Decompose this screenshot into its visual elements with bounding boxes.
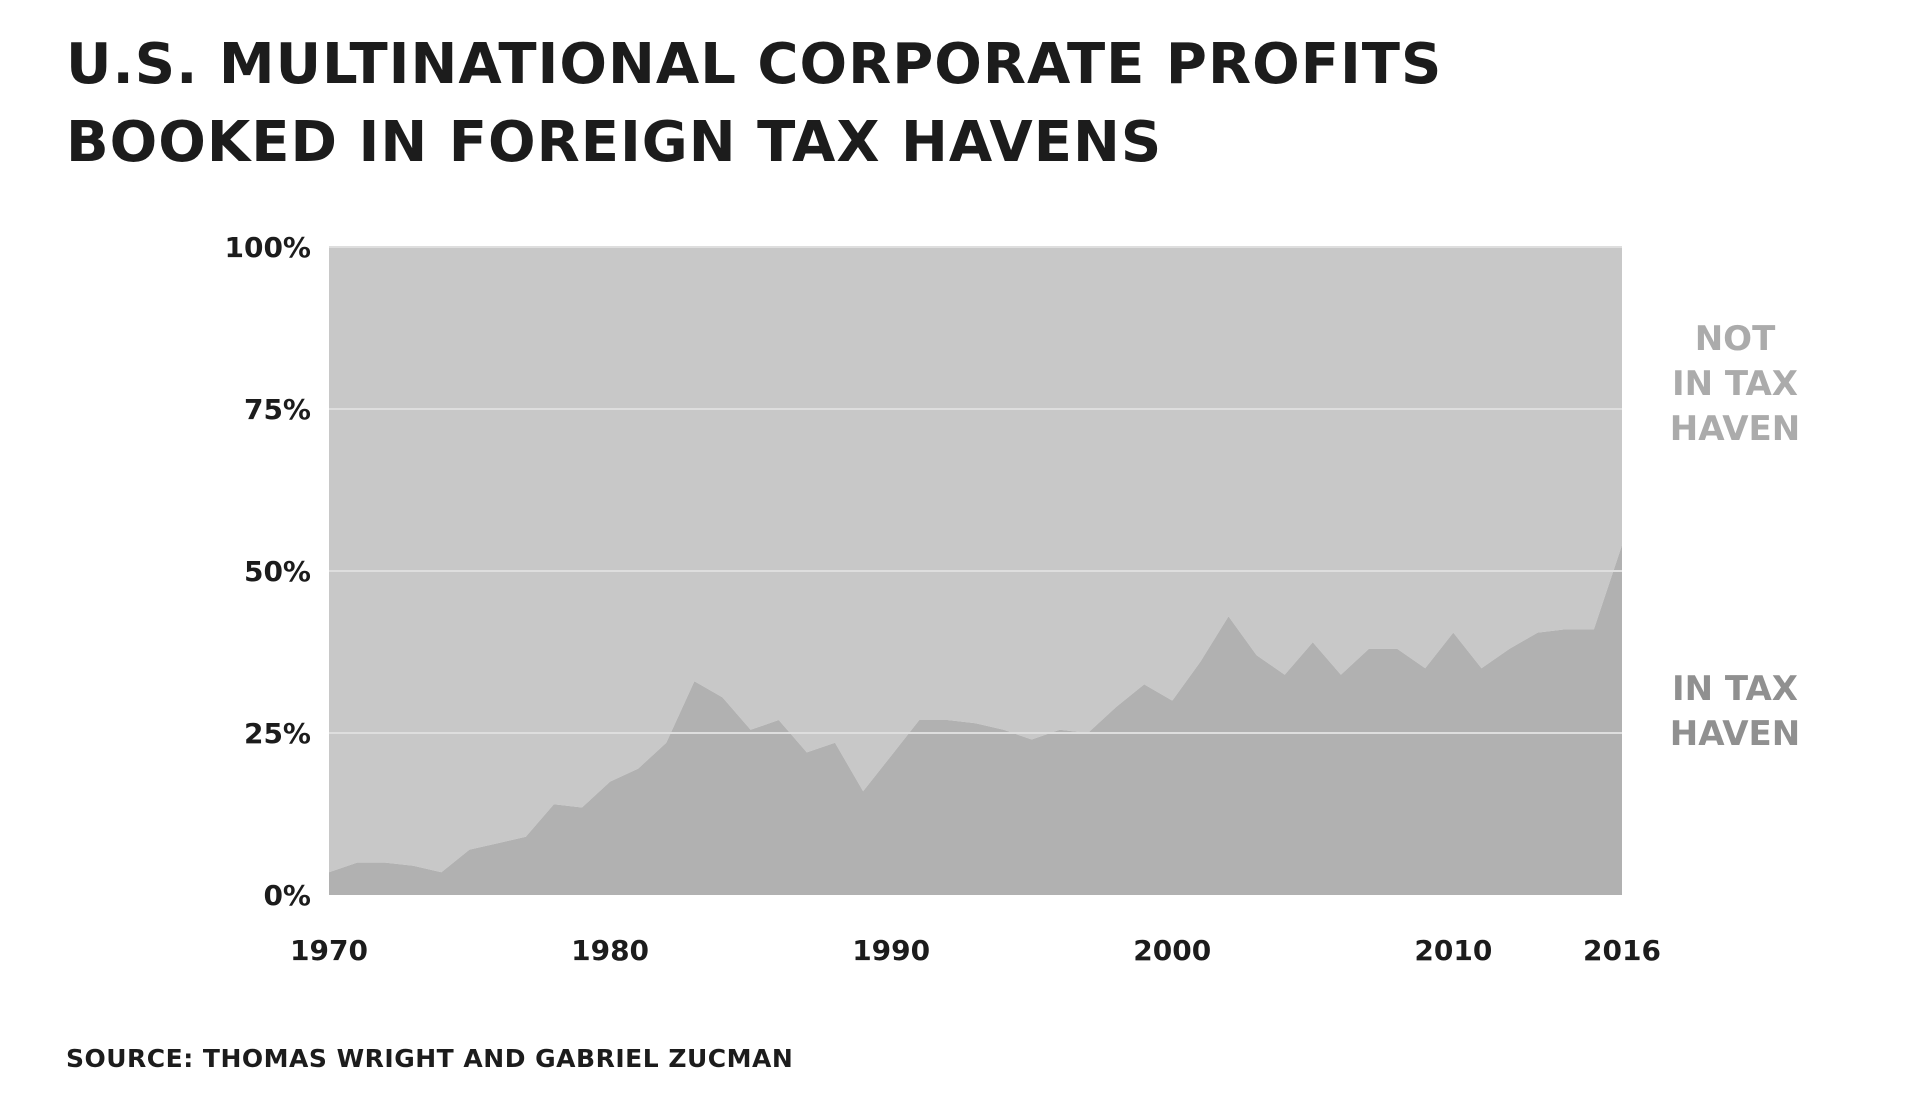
chart-title-line-2: BOOKED IN FOREIGN TAX HAVENS bbox=[66, 110, 1163, 175]
series-label-line: IN TAX bbox=[1672, 364, 1798, 404]
series-area-not-in-tax-haven bbox=[329, 247, 1622, 873]
x-tick-label: 1990 bbox=[852, 934, 930, 967]
chart-title-line-1: U.S. MULTINATIONAL CORPORATE PROFITS bbox=[66, 32, 1443, 97]
y-tick-label: 75% bbox=[244, 393, 311, 426]
x-tick-label: 1970 bbox=[290, 934, 368, 967]
plot-area bbox=[329, 247, 1622, 895]
y-tick-label: 50% bbox=[244, 555, 311, 588]
series-label-in-tax-haven: IN TAX HAVEN bbox=[1670, 669, 1800, 754]
y-tick-label: 0% bbox=[263, 879, 311, 912]
series-label-line: NOT bbox=[1695, 319, 1776, 359]
y-tick-label: 25% bbox=[244, 717, 311, 750]
x-tick-label: 2016 bbox=[1583, 934, 1661, 967]
series-label-line: HAVEN bbox=[1670, 409, 1800, 449]
x-axis-tick-labels: 1970 1980 1990 2000 2010 2016 bbox=[290, 934, 1661, 967]
series-label-not-in-tax-haven: NOT IN TAX HAVEN bbox=[1670, 319, 1800, 449]
y-tick-label: 100% bbox=[224, 231, 311, 264]
series-label-line: IN TAX bbox=[1672, 669, 1798, 709]
x-tick-label: 1980 bbox=[571, 934, 649, 967]
y-axis-tick-labels: 0% 25% 50% 75% 100% bbox=[224, 231, 311, 912]
chart-title: U.S. MULTINATIONAL CORPORATE PROFITS BOO… bbox=[66, 26, 1442, 182]
source-note: SOURCE: THOMAS WRIGHT AND GABRIEL ZUCMAN bbox=[66, 1044, 794, 1073]
x-tick-label: 2010 bbox=[1414, 934, 1492, 967]
gridlines bbox=[329, 246, 1622, 734]
x-tick-label: 2000 bbox=[1133, 934, 1211, 967]
series-label-line: HAVEN bbox=[1670, 714, 1800, 754]
series-area-in-tax-haven bbox=[329, 545, 1622, 895]
series-labels: NOT IN TAX HAVEN IN TAX HAVEN bbox=[1670, 319, 1800, 754]
